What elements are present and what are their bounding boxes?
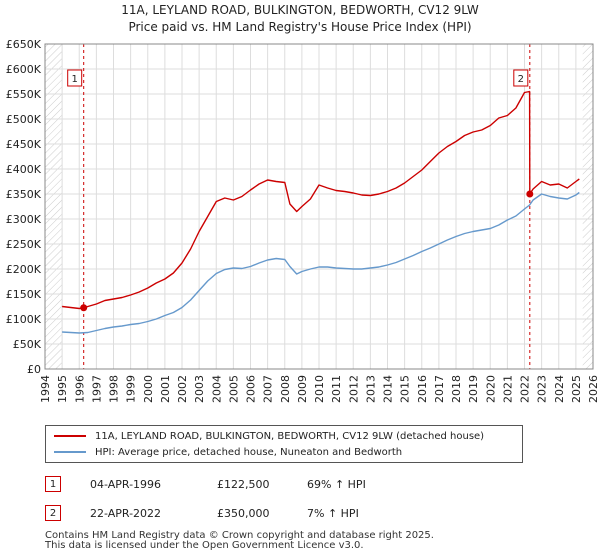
x-tick-label: 1994: [39, 375, 52, 403]
x-tick-label: 2021: [501, 375, 514, 403]
y-tick-label: £100K: [6, 313, 42, 326]
chart-legend: 11A, LEYLAND ROAD, BULKINGTON, BEDWORTH,…: [45, 425, 523, 463]
x-tick-label: 1998: [108, 375, 121, 403]
legend-label-hpi: HPI: Average price, detached house, Nune…: [95, 446, 403, 458]
transaction-date: 04-APR-1996: [90, 477, 162, 491]
footer-copyright: Contains HM Land Registry data © Crown c…: [45, 530, 434, 541]
hatched-region: [45, 44, 63, 369]
x-tick-label: 2000: [142, 375, 155, 403]
transaction-row: 2 22-APR-2022 £350,000 7% ↑ HPI: [45, 503, 359, 523]
x-tick-label: 2014: [382, 375, 395, 403]
transaction-price: £350,000: [217, 506, 270, 520]
x-tick-label: 1995: [56, 375, 69, 403]
transaction-row: 1 04-APR-1996 £122,500 69% ↑ HPI: [45, 474, 366, 494]
legend-label-property: 11A, LEYLAND ROAD, BULKINGTON, BEDWORTH,…: [95, 430, 485, 442]
annotation-box: [513, 69, 529, 87]
transaction-hpi-change: 7% ↑ HPI: [307, 506, 359, 520]
x-tick-label: 2003: [193, 375, 206, 403]
plot-frame: [44, 43, 594, 370]
x-tick-label: 2017: [433, 375, 446, 403]
x-tick-label: 2004: [210, 375, 223, 403]
y-tick-label: £350K: [6, 188, 42, 201]
transaction-date: 22-APR-2022: [90, 506, 162, 520]
legend-item-property: 11A, LEYLAND ROAD, BULKINGTON, BEDWORTH,…: [54, 428, 484, 444]
x-tick-label: 2016: [416, 375, 429, 403]
x-tick-label: 2015: [399, 375, 412, 403]
y-tick-label: £550K: [6, 88, 42, 101]
hatched-region: [582, 44, 593, 369]
x-tick-label: 2005: [227, 375, 240, 403]
transaction-price: £122,500: [217, 477, 270, 491]
sale-point-marker: [80, 304, 88, 312]
footer: Contains HM Land Registry data © Crown c…: [45, 531, 434, 551]
y-tick-label: £500K: [6, 113, 42, 126]
transaction-hpi-change: 69% ↑ HPI: [307, 477, 366, 491]
x-tick-label: 2018: [450, 375, 463, 403]
y-tick-label: £600K: [6, 63, 42, 76]
annotation-box: [67, 69, 83, 87]
y-tick-label: £650K: [6, 38, 42, 51]
y-tick-label: £450K: [6, 138, 42, 151]
x-tick-label: 2020: [484, 375, 497, 403]
chart-subtitle: Price paid vs. HM Land Registry's House …: [128, 20, 472, 34]
x-tick-label: 2025: [570, 375, 583, 403]
y-tick-label: £250K: [6, 238, 42, 251]
x-tick-label: 2011: [330, 375, 343, 403]
x-tick-label: 2001: [159, 375, 172, 403]
y-tick-label: £50K: [13, 338, 42, 351]
legend-swatch-hpi: [54, 451, 86, 453]
x-tick-label: 2013: [364, 375, 377, 403]
y-tick-label: £0: [27, 363, 41, 376]
transaction-badge: 2: [45, 505, 61, 521]
x-tick-label: 2019: [467, 375, 480, 403]
y-tick-label: £400K: [6, 163, 42, 176]
x-tick-label: 2010: [313, 375, 326, 403]
x-tick-label: 2006: [245, 375, 258, 403]
y-tick-label: £150K: [6, 288, 42, 301]
property-price-line: [62, 90, 580, 310]
y-tick-label: £200K: [6, 263, 42, 276]
legend-swatch-property: [54, 435, 86, 437]
price-chart: 1 2 £0 £50K £100K £150K £200K £250K £300K £350K £4…: [6, 38, 600, 403]
x-tick-label: 1996: [73, 375, 86, 403]
x-tick-label: 2007: [262, 375, 275, 403]
annotation-label: 1: [72, 74, 78, 85]
x-tick-label: 2024: [553, 375, 566, 403]
x-tick-label: 2026: [587, 375, 600, 403]
x-tick-label: 1999: [125, 375, 138, 403]
x-tick-label: 2012: [347, 375, 360, 403]
transaction-badge: 1: [45, 476, 61, 492]
x-tick-label: 2008: [279, 375, 292, 403]
x-tick-label: 2023: [536, 375, 549, 403]
x-tick-label: 1997: [90, 375, 103, 403]
chart-title: 11A, LEYLAND ROAD, BULKINGTON, BEDWORTH,…: [121, 3, 479, 17]
footer-licence: This data is licensed under the Open Gov…: [45, 540, 364, 551]
hpi-line: [62, 191, 580, 334]
annotation-label: 2: [518, 74, 524, 85]
x-tick-label: 2022: [519, 375, 532, 403]
x-tick-label: 2009: [296, 375, 309, 403]
sale-point-marker: [526, 190, 534, 198]
legend-item-hpi: HPI: Average price, detached house, Nune…: [54, 444, 402, 460]
y-tick-label: £300K: [6, 213, 42, 226]
x-tick-label: 2002: [176, 375, 189, 403]
